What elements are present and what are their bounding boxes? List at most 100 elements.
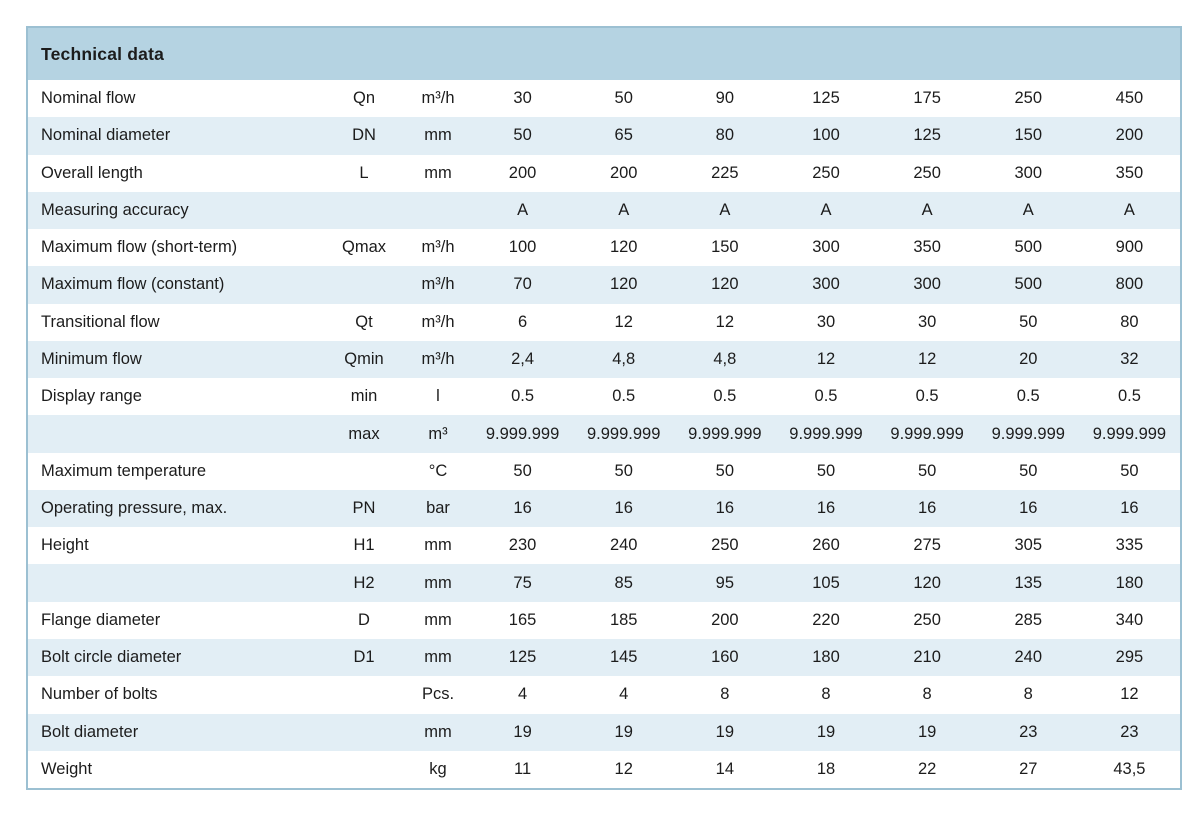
row-value: 9.999.999 xyxy=(1092,424,1167,443)
row-value: 16 xyxy=(1019,499,1038,518)
row-value: 295 xyxy=(1115,648,1144,667)
row-label: Measuring accuracy xyxy=(41,200,189,219)
row-value: 9.999.999 xyxy=(789,424,863,443)
row-value: 23 xyxy=(1019,722,1038,741)
row-label: Weight xyxy=(41,759,93,778)
row-value: 100 xyxy=(508,238,537,257)
row-value: 0.5 xyxy=(915,387,939,406)
row-value: 12 xyxy=(917,349,937,368)
row-value: 30 xyxy=(917,312,937,331)
row-value: 70 xyxy=(513,275,532,294)
row-value: 50 xyxy=(614,461,633,480)
row-value: 200 xyxy=(711,610,739,629)
row-value: 300 xyxy=(812,275,840,294)
row-value: 16 xyxy=(917,499,937,518)
row-value: 9.999.999 xyxy=(688,424,762,443)
table-row: Maximum flow (short-term) Qmax m³/h 100 120 1… xyxy=(28,229,1180,267)
row-value: 250 xyxy=(711,536,739,555)
row-value: 225 xyxy=(711,163,739,182)
table-row: Number of bolts Pcs. 4 4 8 8 8 8 12 xyxy=(28,676,1180,714)
row-value: 350 xyxy=(1115,163,1144,182)
row-value: 250 xyxy=(1014,89,1043,108)
row-symbol: Qmax xyxy=(341,238,386,257)
row-value: A xyxy=(618,200,630,219)
row-unit: mm xyxy=(424,610,452,629)
row-unit: mm xyxy=(424,648,452,667)
row-value: 16 xyxy=(513,499,532,518)
row-symbol: PN xyxy=(352,499,376,518)
row-value: A xyxy=(719,200,731,219)
row-value: A xyxy=(1123,200,1135,219)
row-value: 900 xyxy=(1115,238,1144,257)
row-value: 65 xyxy=(614,126,633,145)
row-unit: mm xyxy=(424,536,452,555)
row-value: 19 xyxy=(614,722,633,741)
row-value: 305 xyxy=(1014,536,1043,555)
row-label: Bolt diameter xyxy=(41,722,139,741)
row-label: Display range xyxy=(41,387,142,406)
row-value: 2,4 xyxy=(511,349,535,368)
row-value: 180 xyxy=(812,648,840,667)
table-row: Display range min l 0.5 0.5 0.5 0.5 0.5 0.5 0.5 xyxy=(28,378,1180,416)
row-value: 4,8 xyxy=(612,349,636,368)
row-value: 210 xyxy=(913,648,941,667)
row-value: 80 xyxy=(1120,312,1139,331)
row-unit: mm xyxy=(424,722,452,741)
row-value: 12 xyxy=(614,759,633,778)
row-value: 125 xyxy=(812,89,840,108)
table-row: Bolt diameter mm 19 19 19 19 19 23 23 xyxy=(28,713,1180,751)
row-value: 30 xyxy=(513,89,532,108)
row-value: 200 xyxy=(508,163,537,182)
row-value: 125 xyxy=(913,126,941,145)
row-value: 50 xyxy=(816,461,836,480)
row-value: 19 xyxy=(816,722,836,741)
table-row: Transitional flow Qt m³/h 6 12 12 30 30 50 80 xyxy=(28,303,1180,341)
row-value: 50 xyxy=(1019,312,1038,331)
row-value: 16 xyxy=(715,499,735,518)
row-value: 16 xyxy=(816,499,836,518)
row-value: 275 xyxy=(913,536,941,555)
table-row: Measuring accuracy A A A A A A A xyxy=(28,191,1180,230)
row-value: 200 xyxy=(1115,126,1144,145)
row-unit: m³/h xyxy=(421,238,455,257)
table-row: Maximum temperature °C 50 50 50 50 50 50 50 xyxy=(28,452,1180,490)
row-value: 165 xyxy=(508,610,537,629)
table-row: Nominal flow Qn m³/h 30 50 90 125 175 250 450 xyxy=(28,80,1180,118)
row-label: Maximum temperature xyxy=(41,461,207,480)
row-value: 18 xyxy=(816,759,836,778)
row-value: 145 xyxy=(609,648,638,667)
row-symbol: Qmin xyxy=(344,349,384,368)
row-value: 300 xyxy=(1014,163,1043,182)
row-value: 335 xyxy=(1115,536,1144,555)
row-unit: Pcs. xyxy=(421,685,455,704)
row-value: 300 xyxy=(812,238,840,257)
row-value: 340 xyxy=(1115,610,1144,629)
row-value: 50 xyxy=(1120,461,1139,480)
row-value: 8 xyxy=(821,685,831,704)
row-unit: m³/h xyxy=(421,275,455,294)
row-symbol: DN xyxy=(352,126,376,145)
row-value: 120 xyxy=(711,275,739,294)
row-value: 50 xyxy=(513,461,532,480)
row-value: 500 xyxy=(1014,275,1043,294)
row-value: 19 xyxy=(715,722,735,741)
table-row: Nominal diameter DN mm 50 65 80 100 125 150 200 xyxy=(28,117,1180,155)
row-symbol: H2 xyxy=(353,573,375,592)
row-value: 4,8 xyxy=(713,349,737,368)
row-value: A xyxy=(921,200,933,219)
row-value: 285 xyxy=(1014,610,1043,629)
row-value: 90 xyxy=(715,89,735,108)
row-value: 50 xyxy=(513,126,532,145)
row-symbol: L xyxy=(359,163,369,182)
table-row: Bolt circle diameter D1 mm 125 145 160 180 210 2… xyxy=(28,638,1180,677)
row-unit: mm xyxy=(424,163,452,182)
row-value: 19 xyxy=(917,722,937,741)
row-value: 16 xyxy=(1120,499,1139,518)
row-label: Flange diameter xyxy=(41,610,161,629)
row-symbol: D1 xyxy=(353,648,375,667)
row-value: 9.999.999 xyxy=(890,424,964,443)
row-value: 80 xyxy=(715,126,735,145)
row-value: A xyxy=(820,200,832,219)
row-unit: mm xyxy=(424,126,452,145)
